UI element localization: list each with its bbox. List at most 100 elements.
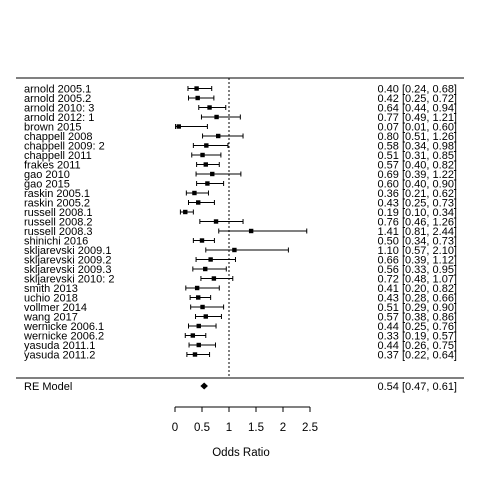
study-row: wernicke 2006.1 0.44 [0.25, 0.76] <box>23 321 457 333</box>
study-row: shinichi 2016 0.50 [0.34, 0.73] <box>24 236 457 248</box>
effect-text: 0.69 [0.39, 1.22] <box>377 169 457 181</box>
x-tick-label: 1.5 <box>248 422 264 434</box>
effect-text: 0.57 [0.38, 0.86] <box>377 312 457 324</box>
effect-text: 0.43 [0.25, 0.73] <box>377 198 457 210</box>
effect-text: 0.76 [0.46, 1.26] <box>377 217 457 229</box>
point-estimate <box>205 181 210 186</box>
point-estimate <box>248 228 254 234</box>
effect-text: 0.36 [0.21, 0.62] <box>377 188 457 200</box>
study-label: gao 2010 <box>24 169 70 181</box>
study-label: arnold 2005.1 <box>24 84 91 96</box>
x-tick-label: 0 <box>172 422 178 434</box>
summary-row: RE Model 0.54 [0.47, 0.61] <box>24 381 457 393</box>
study-row: skljarevski 2009.2 0.66 [0.39, 1.12] <box>24 255 457 267</box>
study-row: gao 2010 0.69 [0.39, 1.22] <box>24 169 457 181</box>
effect-text: 0.51 [0.29, 0.90] <box>377 302 457 314</box>
study-label: uchio 2018 <box>24 293 78 305</box>
point-estimate <box>210 171 215 177</box>
study-label: yasuda 2011.1 <box>24 340 95 352</box>
effect-text: 0.37 [0.22, 0.64] <box>377 350 457 362</box>
study-label: chappell 2009: 2 <box>24 141 105 153</box>
summary-label: RE Model <box>24 381 72 393</box>
x-axis: 0 0.5 1 1.5 2 2.5 <box>172 406 318 434</box>
study-label: skljarevski 2010: 2 <box>24 274 115 286</box>
study-rows: arnold 2005.1 0.40 [0.24, 0.68]arnold 200… <box>23 84 457 362</box>
point-estimate <box>194 285 200 291</box>
study-row: wernicke 2006.2 0.33 [0.19, 0.57] <box>23 331 457 343</box>
study-label: arnold 2005.2 <box>24 93 91 105</box>
point-estimate <box>207 105 212 110</box>
study-label: raskin 2005.1 <box>24 188 90 200</box>
point-estimate <box>211 276 217 281</box>
effect-text: 0.64 [0.44, 0.94] <box>377 103 457 115</box>
study-row: chappell 2011 0.51 [0.31, 0.85] <box>24 150 457 162</box>
study-label: russell 2008.1 <box>24 207 93 219</box>
point-estimate <box>200 152 205 158</box>
point-estimate <box>203 266 208 272</box>
study-label: vollmer 2014 <box>24 302 87 314</box>
study-label: smith 2013 <box>24 283 78 295</box>
effect-text: 0.42 [0.25, 0.72] <box>377 93 457 105</box>
study-label: yasuda 2011.2 <box>24 350 95 362</box>
point-estimate <box>176 124 181 129</box>
study-row: russell 2008.2 0.76 [0.46, 1.26] <box>24 217 457 229</box>
effect-text: 0.56 [0.33, 0.95] <box>377 264 457 276</box>
study-label: russell 2008.3 <box>24 226 93 238</box>
study-row: brown 2015 0.07 [0.01, 0.60] <box>24 122 457 134</box>
study-row: uchio 2018 0.43 [0.28, 0.66] <box>24 293 457 305</box>
effect-text: 1.41 [0.81, 2.44] <box>377 226 457 238</box>
point-estimate <box>183 209 188 215</box>
study-label: raskin 2005.2 <box>24 198 90 210</box>
effect-text: 0.33 [0.19, 0.57] <box>377 331 457 343</box>
study-label: wernicke 2006.2 <box>23 331 104 343</box>
study-row: smith 2013 0.41 [0.20, 0.82] <box>24 283 457 295</box>
study-row: vollmer 2014 0.51 [0.29, 0.90] <box>24 302 457 314</box>
effect-text: 0.80 [0.51, 1.26] <box>377 131 457 143</box>
study-row: frakes 2011 0.57 [0.40, 0.82] <box>24 160 457 172</box>
x-tick-label: 1 <box>226 422 232 434</box>
study-row: russell 2008.1 0.19 [0.10, 0.34] <box>24 207 457 219</box>
point-estimate <box>196 323 201 329</box>
study-row: russell 2008.3 1.41 [0.81, 2.44] <box>24 226 457 238</box>
x-tick-label: 2 <box>280 422 286 434</box>
effect-text: 0.44 [0.26, 0.75] <box>377 340 457 352</box>
study-row: chappell 2009: 2 0.58 [0.34, 0.98] <box>24 141 457 153</box>
point-estimate <box>192 190 197 196</box>
study-row: skljarevski 2009.3 0.56 [0.33, 0.95] <box>24 264 457 276</box>
effect-text: 0.07 [0.01, 0.60] <box>377 122 457 134</box>
effect-text: 0.51 [0.31, 0.85] <box>377 150 457 162</box>
effect-text: 0.72 [0.48, 1.07] <box>377 274 457 286</box>
study-row: arnold 2005.2 0.42 [0.25, 0.72] <box>24 93 457 105</box>
point-estimate <box>232 247 237 253</box>
study-row: arnold 2005.1 0.40 [0.24, 0.68] <box>24 84 457 96</box>
point-estimate <box>200 304 205 310</box>
study-label: skljarevski 2009.3 <box>24 264 111 276</box>
point-estimate <box>214 114 219 120</box>
effect-text: 0.43 [0.28, 0.66] <box>377 293 457 305</box>
effect-text: 0.66 [0.39, 1.12] <box>377 255 457 267</box>
point-estimate <box>208 257 213 262</box>
point-estimate <box>195 95 200 101</box>
study-label: skljarevski 2009.1 <box>24 245 111 257</box>
x-tick-label: 0.5 <box>194 422 210 434</box>
point-estimate <box>196 200 201 205</box>
study-label: arnold 2012: 1 <box>24 112 94 124</box>
x-axis-label: Odds Ratio <box>212 447 270 459</box>
study-row: gao 2015 0.60 [0.40, 0.90] <box>24 179 457 191</box>
study-row: yasuda 2011.1 0.44 [0.26, 0.75] <box>24 340 457 352</box>
study-row: arnold 2010: 3 0.64 [0.44, 0.94] <box>24 103 457 115</box>
study-label: wang 2017 <box>23 312 78 324</box>
effect-text: 0.44 [0.25, 0.76] <box>377 321 457 333</box>
study-label: skljarevski 2009.2 <box>24 255 111 267</box>
x-tick-label: 2.5 <box>302 422 318 434</box>
study-label: shinichi 2016 <box>24 236 88 248</box>
study-label: chappell 2011 <box>24 150 92 162</box>
study-label: chappell 2008 <box>24 131 93 143</box>
effect-text: 0.77 [0.49, 1.21] <box>377 112 457 124</box>
effect-text: 0.50 [0.34, 0.73] <box>377 236 457 248</box>
point-estimate <box>203 314 208 319</box>
point-estimate <box>190 333 196 338</box>
study-label: frakes 2011 <box>24 160 81 172</box>
study-row: raskin 2005.2 0.43 [0.25, 0.73] <box>24 198 457 210</box>
effect-text: 0.60 [0.40, 0.90] <box>377 179 457 191</box>
